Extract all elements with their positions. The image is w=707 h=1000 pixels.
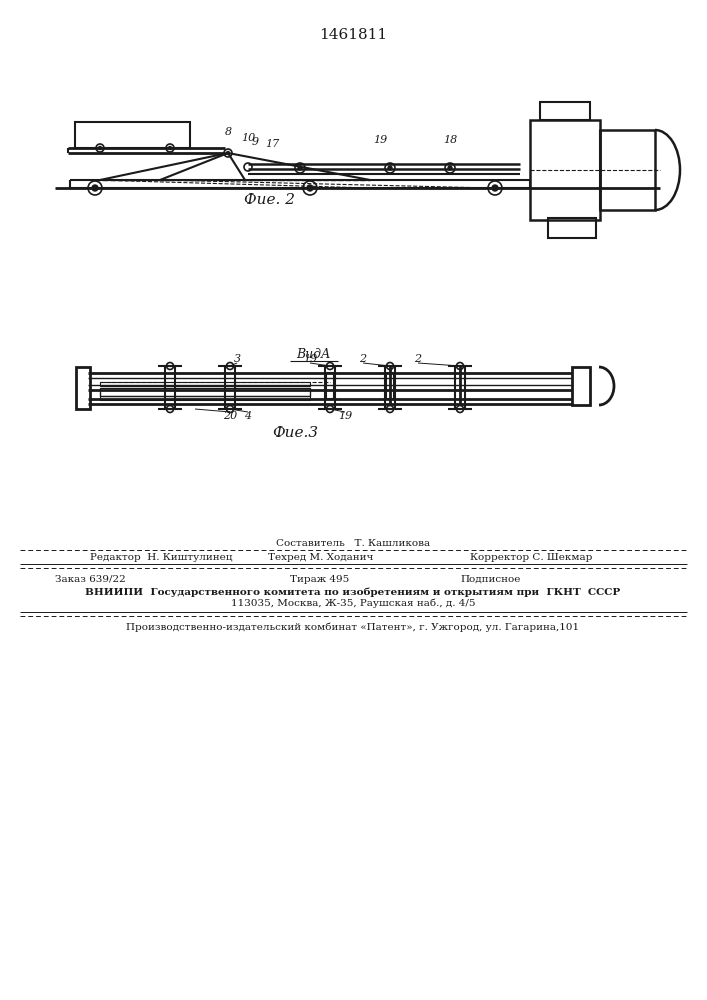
Bar bbox=[455, 366, 465, 409]
Circle shape bbox=[307, 185, 313, 191]
Text: 20: 20 bbox=[223, 411, 237, 421]
Bar bbox=[540, 102, 590, 120]
Bar bbox=[600, 130, 655, 210]
Bar bbox=[326, 373, 334, 399]
Bar bbox=[385, 366, 395, 409]
Text: Корректор С. Шекмар: Корректор С. Шекмар bbox=[470, 552, 592, 562]
Text: Редактор  Н. Киштулинец: Редактор Н. Киштулинец bbox=[90, 552, 233, 562]
Text: Производственно-издательский комбинат «Патент», г. Ужгород, ул. Гагарина,101: Производственно-издательский комбинат «П… bbox=[127, 622, 580, 632]
Bar bbox=[225, 366, 235, 409]
Bar bbox=[75, 122, 190, 148]
Text: 19: 19 bbox=[373, 135, 387, 145]
Text: Заказ 639/22: Заказ 639/22 bbox=[55, 574, 126, 584]
Text: 19: 19 bbox=[338, 411, 352, 421]
Circle shape bbox=[226, 151, 230, 154]
Circle shape bbox=[492, 185, 498, 191]
Text: ВидА: ВидА bbox=[296, 348, 330, 360]
Circle shape bbox=[98, 146, 102, 149]
Text: ВНИИПИ  Государственного комитета по изобретениям и открытиям при  ГКНТ  СССР: ВНИИПИ Государственного комитета по изоб… bbox=[86, 587, 621, 597]
Circle shape bbox=[168, 146, 172, 149]
Text: Подписное: Подписное bbox=[460, 574, 520, 584]
Bar bbox=[386, 373, 394, 399]
Bar bbox=[165, 366, 175, 409]
Text: 2: 2 bbox=[414, 354, 421, 364]
Circle shape bbox=[448, 166, 452, 170]
Text: Составитель   Т. Кашликова: Составитель Т. Кашликова bbox=[276, 540, 430, 548]
Text: 2: 2 bbox=[359, 354, 366, 364]
Text: Тираж 495: Тираж 495 bbox=[290, 574, 349, 584]
Text: 17: 17 bbox=[265, 139, 279, 149]
Text: 10: 10 bbox=[241, 133, 255, 143]
Text: 3: 3 bbox=[233, 354, 240, 364]
Bar bbox=[325, 366, 335, 409]
Circle shape bbox=[92, 185, 98, 191]
Text: Техред М. Ходанич: Техред М. Ходанич bbox=[268, 552, 373, 562]
Text: 9: 9 bbox=[252, 137, 259, 147]
Bar bbox=[100, 388, 310, 396]
Bar bbox=[76, 367, 90, 409]
Bar bbox=[548, 218, 596, 238]
Bar bbox=[572, 367, 590, 405]
Text: 4: 4 bbox=[245, 411, 252, 421]
Circle shape bbox=[298, 166, 302, 170]
Text: 8: 8 bbox=[224, 127, 232, 137]
Text: 19: 19 bbox=[303, 354, 317, 364]
Bar bbox=[530, 120, 600, 220]
Text: 113035, Москва, Ж-35, Раушская наб., д. 4/5: 113035, Москва, Ж-35, Раушская наб., д. … bbox=[230, 598, 475, 608]
Bar bbox=[100, 382, 310, 386]
Circle shape bbox=[388, 166, 392, 170]
Text: Фие.3: Фие.3 bbox=[272, 426, 318, 440]
Text: 1461811: 1461811 bbox=[319, 28, 387, 42]
Text: 18: 18 bbox=[443, 135, 457, 145]
Text: Фие. 2: Фие. 2 bbox=[245, 193, 296, 207]
Bar bbox=[100, 396, 310, 400]
